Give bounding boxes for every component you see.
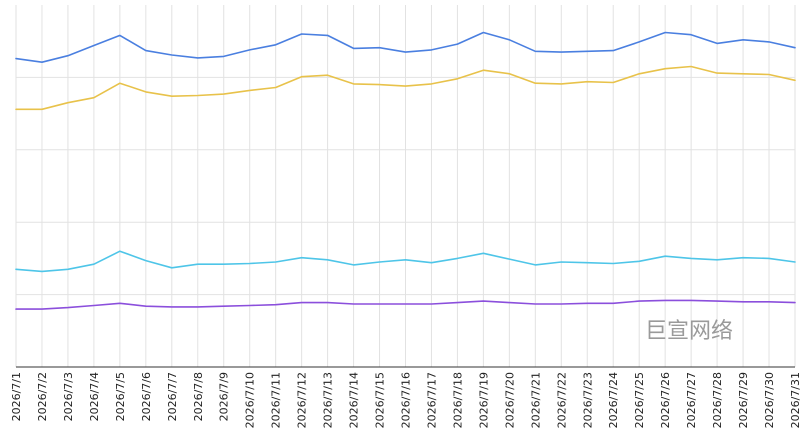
x-tick-label: 2026/7/19 [477, 372, 490, 428]
series-line-3 [15, 250, 796, 273]
x-tick-label: 2026/7/5 [114, 372, 127, 421]
x-tick-label: 2026/7/31 [789, 372, 802, 428]
series-group [15, 31, 796, 310]
x-tick-label: 2026/7/29 [737, 372, 750, 428]
x-tick-label: 2026/7/3 [62, 372, 75, 421]
x-tick-label: 2026/7/16 [400, 372, 413, 428]
x-tick-label: 2026/7/22 [555, 372, 568, 428]
x-tick-label: 2026/7/9 [218, 372, 231, 421]
x-tick-label: 2026/7/10 [244, 372, 257, 428]
watermark: 巨宣网络 [645, 319, 733, 344]
grid [15, 5, 796, 367]
x-tick-label: 2026/7/23 [581, 372, 594, 428]
x-tick-label: 2026/7/7 [166, 372, 179, 421]
x-tick-label: 2026/7/18 [451, 372, 464, 428]
x-tick-label: 2026/7/8 [192, 372, 205, 421]
series-line-2 [15, 65, 796, 111]
x-tick-label: 2026/7/21 [529, 372, 542, 428]
x-tick-label: 2026/7/2 [36, 372, 49, 421]
x-tick-labels: 2026/7/1 2026/7/2 2026/7/3 2026/7/4 2026/7/5… [10, 372, 802, 428]
x-tick-label: 2026/7/24 [607, 372, 620, 428]
x-tick-label: 2026/7/26 [659, 372, 672, 428]
x-tick-label: 2026/7/17 [425, 372, 438, 428]
series-line-1 [15, 31, 796, 64]
x-tick-label: 2026/7/4 [88, 372, 101, 421]
x-tick-label: 2026/7/13 [322, 372, 335, 428]
x-tick-label: 2026/7/1 [10, 372, 23, 421]
x-tick-label: 2026/7/15 [374, 372, 387, 428]
x-tick-label: 2026/7/14 [348, 372, 361, 428]
series-line-4 [15, 299, 796, 310]
x-tick-label: 2026/7/28 [711, 372, 724, 428]
x-tick-label: 2026/7/30 [763, 372, 776, 428]
x-tick-label: 2026/7/11 [270, 372, 283, 428]
x-tick-label: 2026/7/6 [140, 372, 153, 421]
x-tick-label: 2026/7/20 [503, 372, 516, 428]
x-tick-label: 2026/7/25 [633, 372, 646, 428]
x-tick-label: 2026/7/27 [685, 372, 698, 428]
x-tick-label: 2026/7/12 [296, 372, 309, 428]
